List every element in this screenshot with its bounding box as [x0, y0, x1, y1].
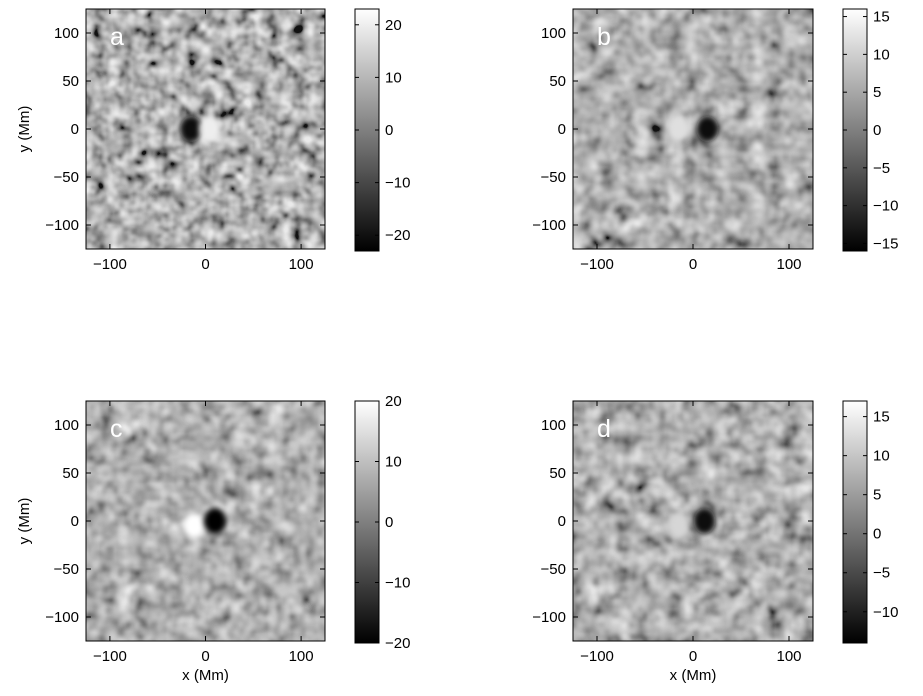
feature-dark-spot	[180, 116, 203, 142]
y-tick-label: 50	[549, 73, 566, 90]
panel-label: c	[110, 415, 123, 443]
y-tick-label: −100	[45, 609, 79, 626]
colorbar-tick-label: 0	[873, 122, 881, 139]
colorbar-tick-label: 10	[873, 46, 890, 63]
colorbar: 20 10 0 −10 −20	[354, 8, 410, 252]
y-tick-label: −100	[532, 217, 566, 234]
colorbar: 15 10 5 0 −5 −10	[842, 400, 898, 644]
y-tick-label: −100	[532, 609, 566, 626]
x-tick-label: 0	[201, 648, 209, 665]
y-tick-label: 100	[541, 417, 566, 434]
x-tick-label: 100	[289, 648, 314, 665]
y-tick-label: −50	[54, 561, 79, 578]
y-tick-label: 100	[54, 417, 79, 434]
colorbar: 15 10 5 0 −5 −10 −15	[842, 8, 898, 252]
y-axis-label: y (Mm)	[16, 498, 33, 545]
colorbar-tick-label: 20	[385, 393, 402, 410]
feature-dark-spot	[204, 508, 227, 534]
y-tick-label: −50	[54, 169, 79, 186]
panel-label: a	[110, 23, 124, 51]
y-tick-label: 0	[558, 121, 566, 138]
colorbar-tick-label: −10	[873, 198, 898, 215]
x-tick-label: −100	[93, 256, 127, 273]
colorbar-tick-label: −15	[873, 235, 898, 252]
colorbar-tick-label: 0	[873, 526, 881, 543]
heatmap-image	[573, 401, 813, 641]
colorbar-gradient	[842, 400, 868, 644]
colorbar-tick-label: 5	[873, 84, 881, 101]
y-tick-label: 50	[62, 465, 79, 482]
panel-label: b	[597, 23, 611, 51]
x-tick-label: 0	[201, 256, 209, 273]
heatmap-image	[573, 9, 813, 249]
y-tick-label: 50	[549, 465, 566, 482]
colorbar-tick-label: 10	[385, 69, 402, 86]
colorbar: 20 10 0 −10 −20	[354, 393, 410, 652]
colorbar-tick-label: 5	[873, 487, 881, 504]
feature-bright-spot	[199, 116, 222, 142]
y-tick-label: 50	[62, 73, 79, 90]
x-tick-label: 100	[776, 648, 801, 665]
feature-dark-spot	[696, 116, 719, 142]
feature-bright-spot	[667, 512, 690, 539]
x-tick-label: 0	[689, 648, 697, 665]
x-tick-label: −100	[580, 256, 614, 273]
panel-label: d	[597, 415, 611, 443]
y-tick-label: 0	[71, 513, 79, 530]
y-tick-label: −50	[541, 561, 566, 578]
colorbar-tick-label: −10	[873, 604, 898, 621]
y-tick-label: 100	[541, 25, 566, 42]
y-tick-label: 0	[558, 513, 566, 530]
colorbar-tick-label: −5	[873, 160, 890, 177]
x-tick-label: 100	[776, 256, 801, 273]
y-tick-label: −100	[45, 217, 79, 234]
feature-bright-spot	[183, 512, 206, 539]
heatmap-texture	[573, 401, 813, 641]
colorbar-tick-label: −5	[873, 565, 890, 582]
colorbar-tick-label: 10	[873, 448, 890, 465]
heatmap-texture	[573, 9, 813, 249]
y-tick-label: 0	[71, 121, 79, 138]
colorbar-tick-label: −20	[385, 227, 410, 244]
heatmap-image	[86, 9, 325, 249]
x-tick-label: −100	[580, 648, 614, 665]
x-tick-label: −100	[93, 648, 127, 665]
x-tick-label: 100	[289, 256, 314, 273]
y-tick-label: 100	[54, 25, 79, 42]
x-axis-label: x (Mm)	[670, 667, 717, 684]
feature-dark-spot	[693, 508, 716, 534]
colorbar-tick-label: 0	[385, 122, 393, 139]
colorbar-tick-label: 20	[385, 17, 402, 34]
x-tick-label: 0	[689, 256, 697, 273]
colorbar-tick-label: −20	[385, 635, 410, 652]
feature-bright-spot	[667, 116, 690, 142]
colorbar-tick-label: 15	[873, 9, 890, 26]
colorbar-tick-label: 15	[873, 409, 890, 426]
colorbar-tick-label: 0	[385, 514, 393, 531]
y-axis-label: y (Mm)	[16, 106, 33, 153]
heatmap-image	[86, 401, 325, 641]
x-axis-label: x (Mm)	[182, 667, 229, 684]
colorbar-tick-label: −10	[385, 175, 410, 192]
colorbar-tick-label: −10	[385, 575, 410, 592]
y-tick-label: −50	[541, 169, 566, 186]
colorbar-tick-label: 10	[385, 454, 402, 471]
